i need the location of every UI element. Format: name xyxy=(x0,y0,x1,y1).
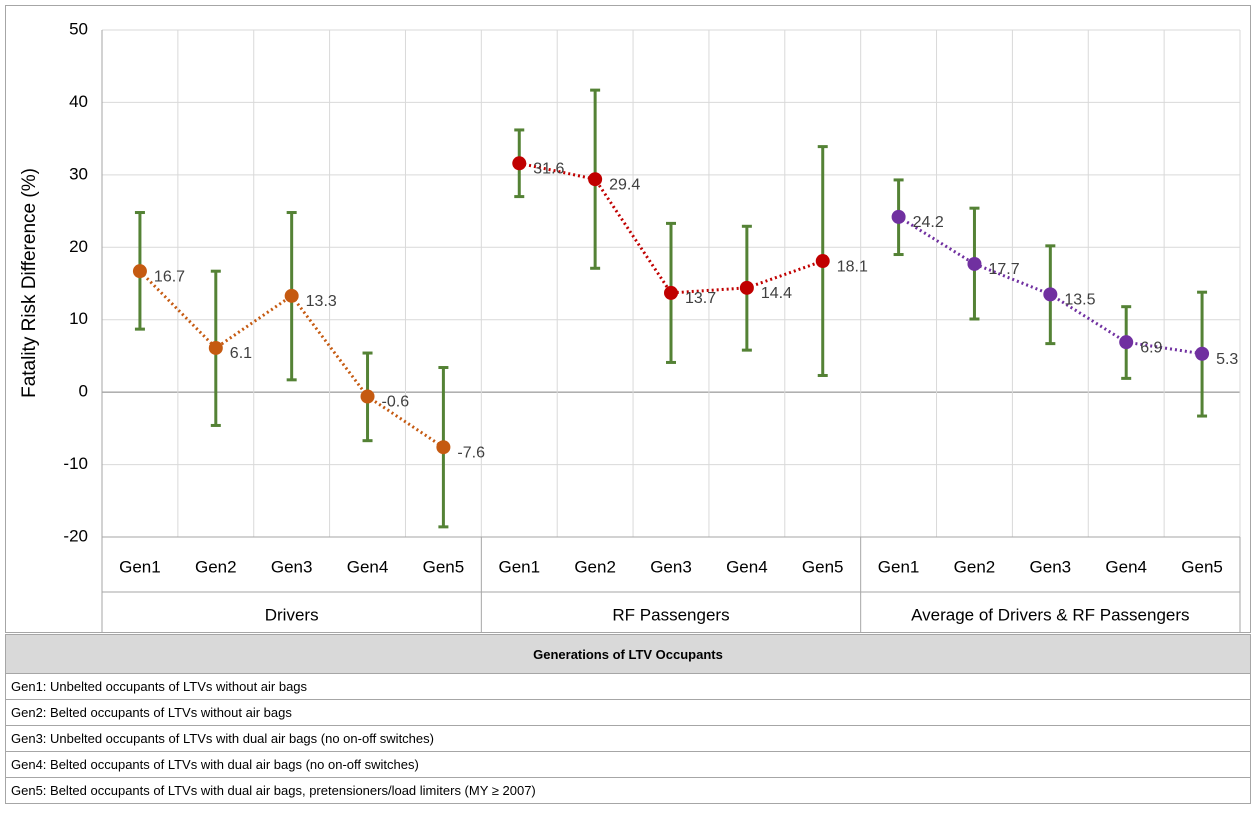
value-label: 13.5 xyxy=(1064,292,1095,309)
data-point xyxy=(208,340,223,355)
y-axis-label: Fatality Risk Difference (%) xyxy=(19,168,40,398)
value-label: 31.6 xyxy=(533,160,564,177)
x-tick-label: Gen2 xyxy=(195,557,237,576)
data-point xyxy=(1119,335,1134,350)
value-label: -7.6 xyxy=(457,444,485,461)
data-point xyxy=(436,440,451,455)
data-point xyxy=(1043,287,1058,302)
y-tick-label: 30 xyxy=(69,164,88,183)
y-tick-label: -10 xyxy=(63,454,88,473)
data-point xyxy=(739,280,754,295)
value-label: 24.2 xyxy=(913,214,944,231)
data-point xyxy=(1195,346,1210,361)
value-label: -0.6 xyxy=(382,394,410,411)
y-tick-label: 10 xyxy=(69,309,88,328)
group-label: Drivers xyxy=(265,605,319,624)
data-point xyxy=(815,254,830,269)
data-point xyxy=(967,256,982,271)
x-tick-label: Gen4 xyxy=(726,557,768,576)
x-tick-label: Gen3 xyxy=(650,557,692,576)
value-label: 18.1 xyxy=(837,258,868,275)
value-label: 5.3 xyxy=(1216,351,1238,368)
chart-border xyxy=(5,5,1251,633)
y-tick-label: 40 xyxy=(69,92,88,111)
table-row: Gen3: Unbelted occupants of LTVs with du… xyxy=(5,725,1251,752)
x-tick-label: Gen5 xyxy=(802,557,844,576)
value-label: 29.4 xyxy=(609,176,640,193)
value-label: 14.4 xyxy=(761,285,792,302)
value-label: 13.7 xyxy=(685,290,716,307)
table-row: Gen4: Belted occupants of LTVs with dual… xyxy=(5,751,1251,778)
series-line xyxy=(138,270,445,449)
x-tick-label: Gen3 xyxy=(271,557,313,576)
table-row: Gen1: Unbelted occupants of LTVs without… xyxy=(5,673,1251,700)
value-label: 13.3 xyxy=(306,293,337,310)
data-point xyxy=(360,389,375,404)
y-tick-label: 20 xyxy=(69,237,88,256)
x-tick-label: Gen1 xyxy=(119,557,161,576)
data-point xyxy=(132,264,147,279)
table-row: Gen5: Belted occupants of LTVs with dual… xyxy=(5,777,1251,804)
table-title: Generations of LTV Occupants xyxy=(5,634,1251,674)
value-label: 6.9 xyxy=(1140,339,1162,356)
x-tick-label: Gen5 xyxy=(1181,557,1223,576)
data-point xyxy=(664,285,678,300)
group-label: RF Passengers xyxy=(612,605,729,624)
x-tick-label: Gen4 xyxy=(1105,557,1147,576)
x-tick-label: Gen5 xyxy=(423,557,465,576)
y-tick-label: 50 xyxy=(69,19,88,38)
group-label: Average of Drivers & RF Passengers xyxy=(911,605,1189,624)
series-line xyxy=(518,161,824,295)
value-label: 6.1 xyxy=(230,345,252,362)
x-tick-label: Gen1 xyxy=(498,557,540,576)
chart: Fatality Risk Difference (%) -20 -10 0 10 20… xyxy=(5,5,1251,633)
data-point xyxy=(891,209,906,224)
value-label: 16.7 xyxy=(154,268,185,285)
y-tick-label: -20 xyxy=(63,526,88,545)
table-row: Gen2: Belted occupants of LTVs without a… xyxy=(5,699,1251,726)
data-point xyxy=(284,288,299,303)
y-tick-label: 0 xyxy=(79,382,88,401)
value-label: 17.7 xyxy=(988,261,1019,278)
data-point xyxy=(512,156,527,171)
x-tick-label: Gen1 xyxy=(878,557,920,576)
x-tick-label: Gen2 xyxy=(954,557,996,576)
x-tick-label: Gen3 xyxy=(1030,557,1072,576)
legend-table: Generations of LTV Occupants Gen1: Unbel… xyxy=(5,634,1251,804)
x-tick-label: Gen2 xyxy=(574,557,616,576)
x-tick-label: Gen4 xyxy=(347,557,389,576)
data-point xyxy=(588,172,603,187)
